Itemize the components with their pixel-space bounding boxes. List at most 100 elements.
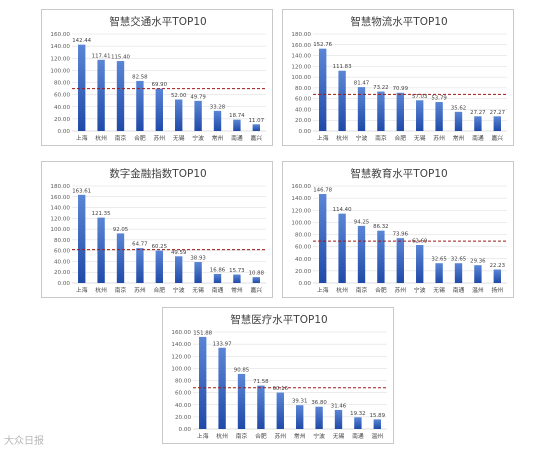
- data-label: 90.85: [234, 367, 249, 373]
- chart-panel-smart-medical: 智慧医疗水平TOP10 0.00 20.00 40.00 60.00 80.00 100.0…: [162, 307, 394, 444]
- y-tick-label: 140.00: [171, 342, 191, 348]
- y-tick-label: 0.00: [299, 129, 312, 135]
- y-tick-label: 60.00: [295, 245, 311, 251]
- y-tick-label: 120.00: [50, 216, 70, 222]
- x-tick-label: 无锡: [333, 432, 345, 440]
- y-tick-label: 140.00: [291, 54, 311, 60]
- data-label: 38.93: [190, 256, 205, 262]
- data-label: 35.62: [451, 105, 466, 111]
- bar: [136, 80, 144, 131]
- data-label: 152.76: [313, 42, 332, 48]
- x-tick-label: 杭州: [336, 134, 348, 142]
- bar: [435, 263, 443, 283]
- data-label: 33.28: [210, 104, 226, 110]
- x-tick-label: 南京: [356, 286, 368, 294]
- bar-chart: 智慧物流水平TOP10 0.00 20.00 40.00 60.00 80.00 100.0…: [291, 15, 507, 142]
- data-label: 121.35: [92, 211, 111, 217]
- data-label: 11.07: [249, 118, 264, 124]
- bar: [338, 70, 346, 131]
- bar: [213, 110, 222, 131]
- y-tick-label: 40.00: [295, 257, 311, 263]
- bar: [218, 347, 226, 429]
- bar: [194, 262, 202, 283]
- watermark-text: 大众日报: [4, 436, 44, 447]
- data-label: 36.80: [311, 400, 327, 406]
- y-tick-label: 140.00: [291, 196, 311, 202]
- bar: [199, 336, 207, 429]
- x-tick-label: 南京: [236, 432, 248, 440]
- bar-chart: 智慧交通水平TOP10 0.00 20.00 40.00 60.00 80.00 100.0…: [50, 15, 266, 142]
- x-tick-label: 南通: [212, 286, 224, 294]
- y-tick-label: 160.00: [291, 184, 311, 190]
- data-label: 70.99: [393, 86, 409, 92]
- x-tick-label: 合肥: [134, 134, 146, 142]
- bar: [257, 385, 265, 429]
- x-tick-label: 杭州: [336, 286, 348, 294]
- x-tick-label: 宁波: [414, 286, 426, 294]
- x-tick-label: 合肥: [375, 286, 387, 294]
- bar-chart: 智慧医疗水平TOP10 0.00 20.00 40.00 60.00 80.00 100.0…: [171, 313, 387, 440]
- bar: [338, 213, 346, 283]
- data-label: 39.31: [292, 399, 307, 405]
- x-tick-label: 常州: [453, 134, 465, 142]
- y-tick-label: 0.00: [58, 281, 71, 287]
- data-label: 15.73: [229, 268, 244, 274]
- y-tick-label: 180.00: [291, 32, 311, 38]
- x-tick-label: 上海: [197, 432, 209, 440]
- bar: [233, 274, 241, 283]
- bar: [377, 91, 385, 131]
- data-label: 163.61: [72, 188, 91, 194]
- bar-chart: 智慧教育水平TOP10 0.00 20.00 40.00 60.00 80.00 100.0…: [291, 167, 507, 294]
- y-tick-label: 120.00: [291, 208, 311, 214]
- chart-title: 数字金融指数TOP10: [109, 167, 206, 180]
- x-tick-label: 常州: [231, 286, 243, 294]
- bar: [78, 194, 86, 283]
- data-label: 92.05: [113, 227, 128, 233]
- bar: [116, 61, 125, 131]
- x-tick-label: 温州: [371, 432, 383, 440]
- bar: [233, 119, 241, 131]
- x-tick-label: 上海: [76, 286, 88, 294]
- data-label: 117.41: [92, 53, 111, 59]
- data-label: 15.89: [370, 413, 386, 419]
- bar: [435, 102, 443, 131]
- chart-panel-smart-traffic: 智慧交通水平TOP10 0.00 20.00 40.00 60.00 80.00 100.0…: [41, 9, 273, 146]
- bar: [136, 248, 144, 283]
- bar: [454, 263, 463, 283]
- data-label: 16.86: [210, 267, 226, 273]
- x-tick-label: 常州: [294, 432, 306, 440]
- x-tick-label: 无锡: [414, 134, 426, 142]
- data-label: 10.88: [249, 271, 265, 277]
- bar: [474, 265, 482, 283]
- y-tick-label: 160.00: [171, 330, 191, 336]
- y-tick-label: 60.00: [54, 93, 70, 99]
- data-label: 73.22: [373, 85, 388, 91]
- y-tick-label: 140.00: [50, 44, 70, 50]
- data-label: 31.46: [331, 403, 347, 409]
- data-label: 29.36: [470, 259, 486, 265]
- bar: [354, 417, 362, 429]
- bar: [252, 124, 260, 131]
- y-tick-label: 100.00: [50, 227, 70, 233]
- bar: [416, 244, 424, 283]
- data-label: 71.58: [253, 379, 269, 385]
- y-tick-label: 80.00: [295, 86, 311, 92]
- bar: [357, 225, 366, 283]
- chart-panel-smart-logistics: 智慧物流水平TOP10 0.00 20.00 40.00 60.00 80.00 100.0…: [282, 9, 514, 146]
- data-label: 86.32: [373, 224, 388, 230]
- y-tick-label: 140.00: [50, 206, 70, 212]
- chart-title: 智慧交通水平TOP10: [109, 15, 206, 28]
- y-tick-label: 60.00: [295, 97, 311, 103]
- x-tick-label: 宁波: [313, 432, 325, 440]
- y-tick-label: 160.00: [50, 195, 70, 201]
- data-label: 142.44: [72, 38, 91, 44]
- data-label: 73.96: [393, 232, 409, 238]
- data-label: 52.00: [171, 93, 187, 99]
- y-tick-label: 100.00: [50, 68, 70, 74]
- data-label: 22.23: [490, 263, 505, 269]
- data-label: 146.78: [313, 188, 332, 194]
- bar: [377, 230, 385, 283]
- bar: [175, 99, 183, 131]
- x-tick-label: 南通: [453, 286, 465, 294]
- data-label: 114.40: [333, 207, 352, 213]
